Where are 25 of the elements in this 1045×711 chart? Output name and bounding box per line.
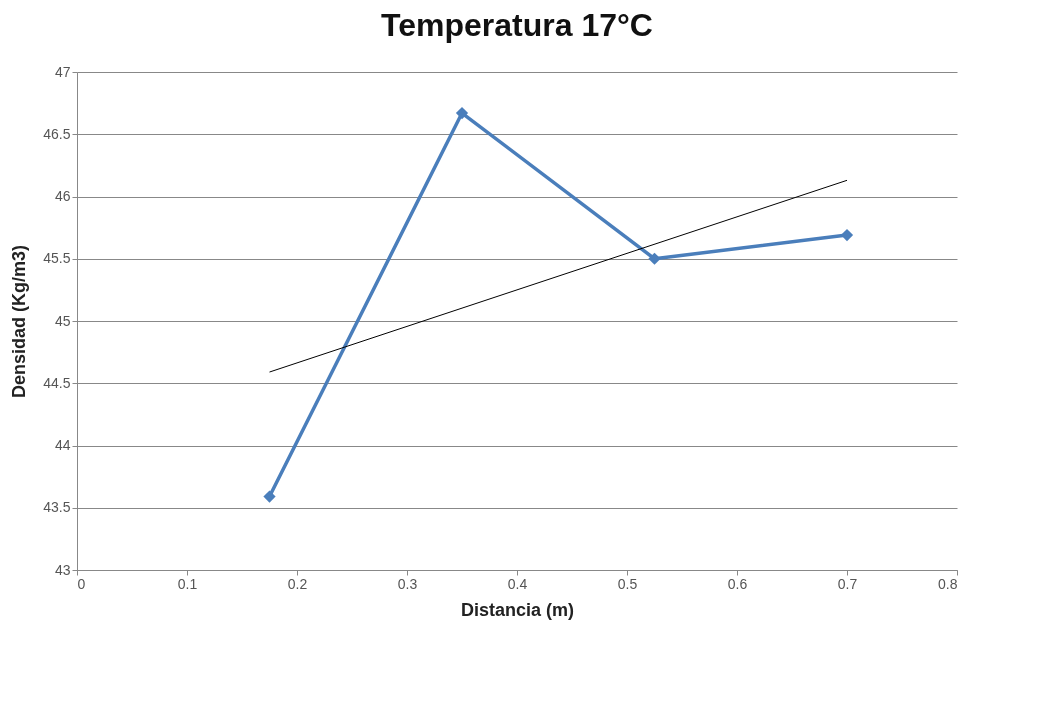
point [648, 252, 661, 265]
x-tick-label: 0.8 [938, 575, 958, 592]
point [455, 106, 469, 120]
point [263, 490, 276, 503]
y-axis-title: Densidad (Kg/m3) [9, 244, 30, 399]
x-tick-label: 0.6 [727, 575, 748, 592]
x-tick-label: 0 [77, 575, 86, 592]
x-tick-label: 0.3 [397, 575, 418, 592]
point [840, 228, 854, 242]
y-tick-label: 47 [54, 63, 71, 80]
x-axis-title: Distancia (m) [460, 599, 575, 620]
y-tick-label: 45 [54, 312, 71, 329]
y-tick-label: 46 [54, 188, 71, 204]
y-tick-label: 43 [54, 561, 71, 578]
y-tick-label: 46.5 [43, 125, 71, 142]
y-tick-label: 44.5 [43, 374, 71, 391]
y-tick-label: 45.5 [43, 250, 71, 267]
x-tick-label: 0.2 [287, 575, 308, 592]
y-tick-label: 43.5 [43, 499, 71, 516]
x-tick-label: 0.7 [837, 575, 858, 592]
y-tick-label: 44 [54, 437, 71, 453]
x-tick-label: 0.5 [617, 575, 638, 592]
chart-title: Temperatura 17°C [381, 7, 653, 43]
x-tick-label: 0.1 [177, 575, 198, 592]
x-tick-label: 0.4 [507, 575, 528, 592]
